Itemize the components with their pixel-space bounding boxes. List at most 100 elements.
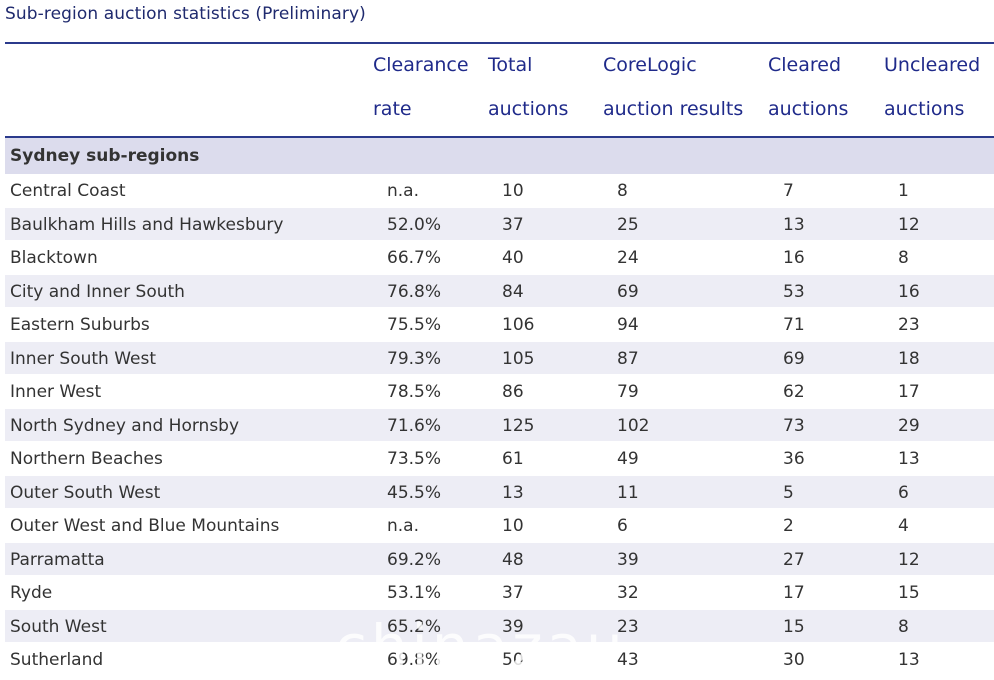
cleared-auctions-cell: 73 (783, 415, 805, 436)
table-row: Eastern Suburbs 75.5% 106 94 71 23 (5, 308, 994, 342)
header-line-1: Uncleared (884, 54, 981, 76)
total-auctions-cell: 13 (502, 482, 524, 503)
header-line-2: auctions (768, 98, 849, 120)
cleared-auctions-cell: 7 (783, 181, 794, 201)
region-cell: Baulkham Hills and Hawkesbury (10, 214, 284, 235)
cleared-auctions-cell: 2 (783, 516, 794, 536)
cleared-auctions-cell: 62 (783, 382, 805, 402)
corelogic-results-cell: 49 (617, 449, 639, 469)
header-line-2: auction results (603, 98, 744, 120)
header-line-1: Clearance (373, 54, 469, 76)
clearance-rate-cell: 79.3% (387, 348, 442, 369)
corelogic-results-cell: 94 (617, 315, 639, 335)
header-line-1: CoreLogic (603, 54, 697, 76)
uncleared-auctions-cell: 17 (898, 382, 920, 402)
total-auctions-cell: 37 (502, 583, 524, 603)
region-cell: Inner West (10, 382, 102, 402)
uncleared-auctions-cell: 6 (898, 482, 909, 503)
corelogic-results-cell: 32 (617, 583, 639, 603)
corelogic-results-cell: 43 (617, 650, 639, 670)
uncleared-auctions-cell: 15 (898, 583, 920, 603)
clearance-rate-cell: 75.5% (387, 315, 442, 335)
region-cell: Central Coast (10, 181, 126, 201)
header-line-2: auctions (884, 98, 965, 120)
region-cell: Northern Beaches (10, 449, 163, 469)
top-rule-divider (5, 42, 994, 44)
table-row: Ryde 53.1% 37 32 17 15 (5, 576, 994, 610)
total-auctions-cell: 106 (502, 315, 535, 335)
corelogic-results-cell: 6 (617, 516, 628, 536)
total-auctions-cell: 37 (502, 214, 524, 235)
clearance-rate-cell: 69.2% (387, 549, 442, 570)
header-rule-divider (5, 136, 994, 138)
cleared-auctions-cell: 17 (783, 583, 805, 603)
total-auctions-cell: 84 (502, 281, 524, 302)
corelogic-results-cell: 25 (617, 214, 639, 235)
uncleared-auctions-cell: 18 (898, 348, 920, 369)
total-auctions-cell: 125 (502, 415, 535, 436)
table-row: Parramatta 69.2% 48 39 27 12 (5, 542, 994, 576)
table-row: Baulkham Hills and Hawkesbury 52.0% 37 25 13… (5, 207, 994, 241)
corelogic-results-cell: 39 (617, 549, 639, 570)
clearance-rate-cell: 45.5% (387, 482, 442, 503)
clearance-rate-cell: n.a. (387, 516, 419, 536)
table-row: Northern Beaches 73.5% 61 49 36 13 (5, 442, 994, 476)
total-auctions-cell: 86 (502, 382, 524, 402)
cleared-auctions-cell: 36 (783, 449, 805, 469)
region-cell: South West (10, 616, 107, 637)
region-cell: Eastern Suburbs (10, 315, 150, 335)
uncleared-auctions-cell: 1 (898, 181, 909, 201)
table-body: Central Coast n.a. 10 8 7 1 Baulkham Hills and… (5, 174, 994, 677)
uncleared-auctions-cell: 13 (898, 449, 920, 469)
corelogic-results-cell: 102 (617, 415, 650, 436)
region-cell: Ryde (10, 583, 53, 603)
clearance-rate-cell: 52.0% (387, 214, 442, 235)
clearance-rate-cell: 53.1% (387, 583, 442, 603)
total-auctions-cell: 10 (502, 181, 524, 201)
uncleared-auctions-cell: 8 (898, 248, 909, 268)
section-label: Sydney sub-regions (10, 146, 200, 166)
table-row: Blacktown 66.7% 40 24 16 8 (5, 241, 994, 275)
region-cell: North Sydney and Hornsby (10, 415, 240, 436)
region-cell: Parramatta (10, 549, 105, 570)
clearance-rate-cell: 76.8% (387, 281, 442, 302)
table-row: Outer South West 45.5% 13 11 5 6 (5, 475, 994, 509)
region-cell: Sutherland (10, 650, 104, 670)
total-auctions-cell: 39 (502, 616, 524, 637)
table-row: Outer West and Blue Mountains n.a. 10 6 2 4 (5, 509, 994, 543)
total-auctions-cell: 48 (502, 549, 524, 570)
uncleared-auctions-cell: 12 (898, 549, 920, 570)
clearance-rate-cell: 69.8% (387, 650, 442, 670)
uncleared-auctions-cell: 29 (898, 415, 920, 436)
total-auctions-cell: 40 (502, 248, 524, 268)
total-auctions-cell: 10 (502, 516, 524, 536)
clearance-rate-cell: 78.5% (387, 382, 442, 402)
clearance-rate-cell: n.a. (387, 181, 419, 201)
table-row: Sutherland 69.8% 50 43 30 13 (5, 643, 994, 677)
cleared-auctions-cell: 13 (783, 214, 805, 235)
cleared-auctions-cell: 69 (783, 348, 805, 369)
clearance-rate-cell: 73.5% (387, 449, 442, 469)
table-row: Inner South West 79.3% 105 87 69 18 (5, 341, 994, 375)
cleared-auctions-cell: 30 (783, 650, 805, 670)
total-auctions-cell: 61 (502, 449, 524, 469)
uncleared-auctions-cell: 8 (898, 616, 909, 637)
corelogic-results-cell: 87 (617, 348, 639, 369)
table-row: City and Inner South 76.8% 84 69 53 16 (5, 274, 994, 308)
uncleared-auctions-cell: 16 (898, 281, 920, 302)
section-row-sydney: Sydney sub-regions (5, 138, 994, 174)
total-auctions-cell: 50 (502, 650, 524, 670)
clearance-rate-cell: 66.7% (387, 248, 442, 268)
uncleared-auctions-cell: 12 (898, 214, 920, 235)
header-line-2: rate (373, 98, 412, 120)
cleared-auctions-cell: 53 (783, 281, 805, 302)
total-auctions-cell: 105 (502, 348, 535, 369)
header-line-1: Cleared (768, 54, 842, 76)
cleared-auctions-cell: 16 (783, 248, 805, 268)
table-row: Central Coast n.a. 10 8 7 1 (5, 174, 994, 208)
corelogic-results-cell: 23 (617, 616, 639, 637)
table-header: Clearance rate Total auctions CoreLogic … (5, 44, 994, 136)
cleared-auctions-cell: 71 (783, 315, 805, 335)
table-title: Sub-region auction statistics (Prelimina… (5, 4, 366, 24)
header-line-1: Total (488, 54, 533, 76)
